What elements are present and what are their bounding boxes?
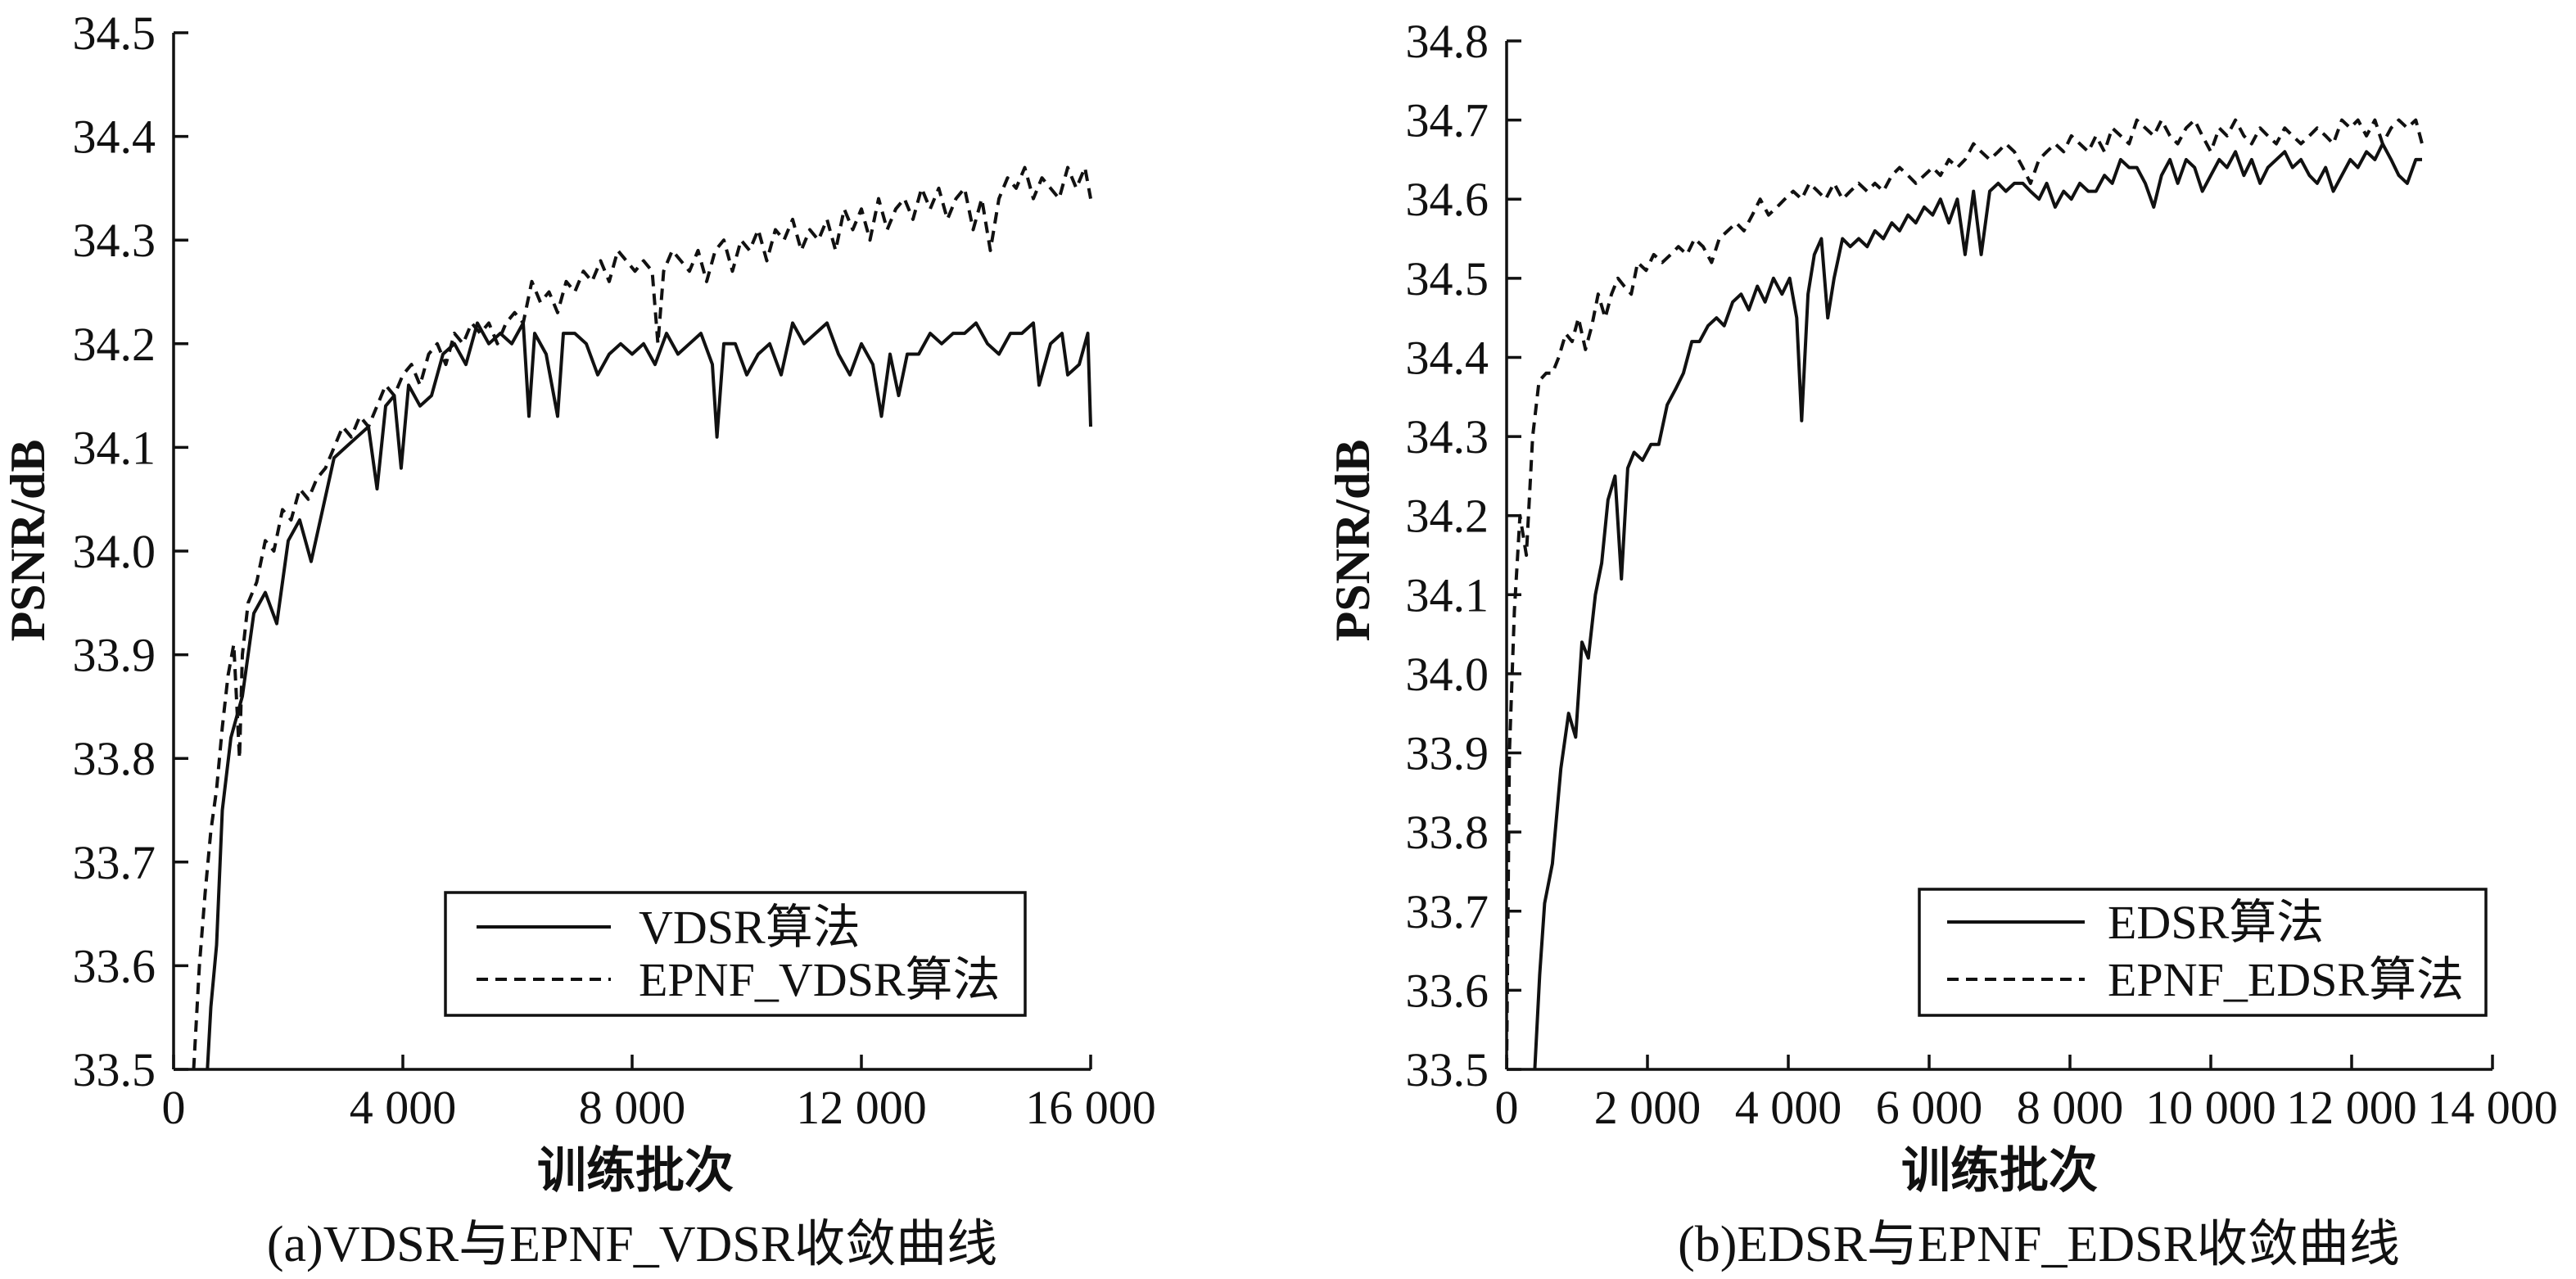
series-line-epnf-edsr xyxy=(1507,118,2424,1069)
legend: EDSR算法 EPNF_EDSR算法 xyxy=(1918,888,2488,1017)
y-tick-label: 33.5 xyxy=(1406,1043,1489,1096)
legend: VDSR算法 EPNF_VDSR算法 xyxy=(444,891,1027,1017)
x-tick-label: 14 000 xyxy=(2427,1081,2558,1134)
x-tick-label: 0 xyxy=(1495,1081,1519,1134)
x-axis-title: 训练批次 xyxy=(537,1144,734,1198)
x-tick-label: 10 000 xyxy=(2145,1081,2276,1134)
chart-caption: (b)EDSR与EPNF_EDSR收敛曲线 xyxy=(1678,1217,2400,1272)
plot-area xyxy=(1507,118,2424,1069)
legend-box xyxy=(1918,888,2488,1017)
y-tick-label: 33.8 xyxy=(73,732,156,785)
y-axis-title: PSNR/dB xyxy=(1326,440,1380,642)
y-tick-label: 34.0 xyxy=(1406,648,1489,701)
y-tick-label: 34.7 xyxy=(1406,94,1489,147)
tick-layer: 0 4 000 8 000 12 000 16 000 33.5 33.6 33.7 33.8 3… xyxy=(73,7,1156,1134)
y-tick-label: 34.8 xyxy=(1406,15,1489,68)
y-tick-label: 34.3 xyxy=(73,214,156,267)
x-tick-label: 12 000 xyxy=(2286,1081,2417,1134)
x-tick-label: 12 000 xyxy=(796,1081,927,1134)
x-tick-label: 8 000 xyxy=(2017,1081,2124,1134)
y-tick-label: 34.5 xyxy=(73,7,156,60)
y-tick-label: 34.4 xyxy=(73,111,156,164)
series-line-epnf-vdsr xyxy=(192,165,1092,1069)
y-tick-label: 34.2 xyxy=(73,318,156,371)
y-tick-label: 33.5 xyxy=(73,1043,156,1096)
x-tick-label: 8 000 xyxy=(579,1081,686,1134)
x-tick-label: 4 000 xyxy=(350,1081,457,1134)
y-tick-label: 33.6 xyxy=(1406,964,1489,1017)
series-line-edsr xyxy=(1533,142,2422,1069)
x-tick-label: 0 xyxy=(162,1081,186,1134)
legend-label-epnf-vdsr: EPNF_VDSR算法 xyxy=(639,953,1001,1006)
y-tick-label: 33.7 xyxy=(1406,885,1489,938)
legend-label-epnf-edsr: EPNF_EDSR算法 xyxy=(2108,953,2464,1006)
y-tick-label: 34.1 xyxy=(73,421,156,474)
y-tick-label: 33.9 xyxy=(73,629,156,682)
y-tick-label: 34.1 xyxy=(1406,568,1489,621)
y-tick-label: 33.9 xyxy=(1406,727,1489,780)
chart-a: PSNR/dB 训练批次 (a)VDSR与EPNF_VDSR收敛曲线 0 4 00… xyxy=(1,7,1156,1272)
series-line-vdsr xyxy=(206,321,1092,1069)
chart-b: PSNR/dB 训练批次 (b)EDSR与EPNF_EDSR收敛曲线 0 2 00… xyxy=(1326,15,2558,1272)
x-tick-label: 4 000 xyxy=(1735,1081,1842,1134)
tick-layer: 0 2 000 4 000 6 000 8 000 10 000 12 000 14 000 3… xyxy=(1406,15,2558,1134)
y-tick-label: 34.2 xyxy=(1406,490,1489,543)
legend-label-vdsr: VDSR算法 xyxy=(639,901,861,954)
x-tick-label: 6 000 xyxy=(1876,1081,1983,1134)
legend-label-edsr: EDSR算法 xyxy=(2108,896,2324,949)
chart-caption: (a)VDSR与EPNF_VDSR收敛曲线 xyxy=(267,1217,997,1272)
y-tick-label: 34.6 xyxy=(1406,173,1489,226)
y-axis-title: PSNR/dB xyxy=(1,440,55,642)
legend-box xyxy=(444,891,1027,1017)
y-tick-label: 34.5 xyxy=(1406,252,1489,305)
y-tick-label: 33.7 xyxy=(73,836,156,889)
y-tick-label: 34.0 xyxy=(73,525,156,578)
x-axis-title: 训练批次 xyxy=(1901,1144,2098,1198)
y-tick-label: 34.4 xyxy=(1406,331,1489,384)
y-tick-label: 34.3 xyxy=(1406,410,1489,463)
y-tick-label: 33.8 xyxy=(1406,806,1489,859)
plot-area xyxy=(192,165,1092,1069)
y-tick-label: 33.6 xyxy=(73,939,156,992)
x-tick-label: 16 000 xyxy=(1025,1081,1156,1134)
x-tick-label: 2 000 xyxy=(1594,1081,1702,1134)
